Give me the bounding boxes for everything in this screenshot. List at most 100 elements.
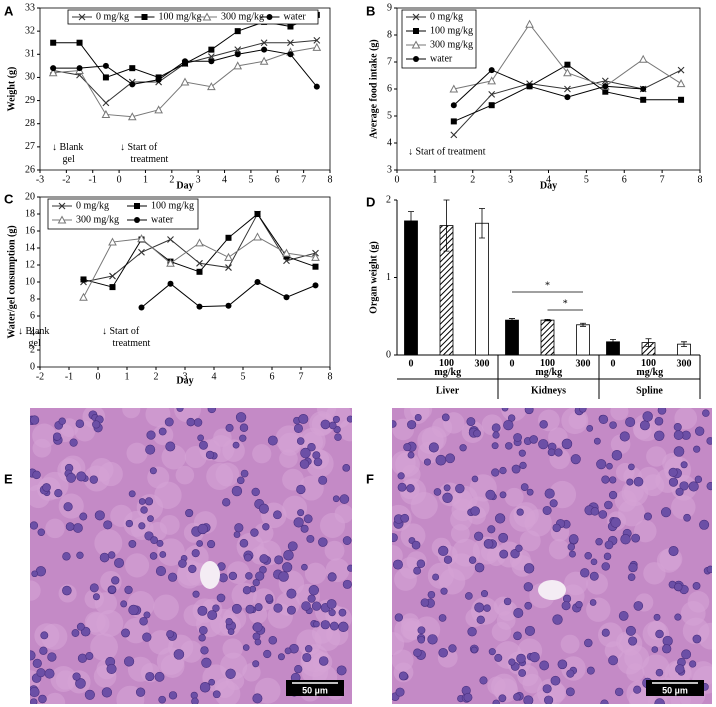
- nucleus: [75, 419, 85, 428]
- nucleus: [593, 437, 601, 445]
- nucleus: [346, 415, 352, 423]
- nucleus: [147, 515, 154, 523]
- marker: [254, 211, 261, 217]
- nucleus: [39, 646, 48, 655]
- legend-box: [47, 198, 199, 230]
- nucleus: [395, 687, 405, 697]
- nucleus: [513, 607, 524, 618]
- x-tick-label: 6: [275, 174, 280, 185]
- nucleus: [523, 563, 535, 574]
- nucleus: [473, 429, 481, 438]
- nucleus: [443, 484, 451, 492]
- cell: [98, 461, 123, 487]
- nucleus: [474, 602, 485, 613]
- marker: [312, 282, 319, 289]
- nucleus: [233, 531, 241, 538]
- marker: [313, 83, 320, 90]
- nucleus: [586, 666, 595, 675]
- nucleus: [499, 549, 509, 559]
- x-tick-label: -1: [65, 371, 73, 382]
- marker: [233, 61, 243, 70]
- nucleus: [679, 481, 689, 491]
- nucleus: [62, 585, 72, 596]
- x-tick-label: 1: [432, 174, 437, 185]
- bar: [540, 319, 555, 356]
- marker: [488, 91, 496, 98]
- marker: [253, 232, 262, 241]
- nucleus: [300, 524, 309, 533]
- nucleus: [508, 658, 516, 666]
- marker: [254, 279, 261, 285]
- nucleus: [103, 520, 113, 530]
- nucleus: [84, 689, 95, 700]
- cell: [122, 408, 141, 419]
- cell: [513, 502, 539, 528]
- nucleus: [406, 484, 415, 493]
- cell: [94, 529, 123, 558]
- nucleus: [694, 475, 703, 484]
- x-tick-label: 3: [196, 174, 201, 185]
- y-tick-label: 20: [25, 191, 35, 202]
- cell: [159, 515, 180, 535]
- marker: [50, 39, 57, 46]
- cell: [275, 425, 303, 453]
- marker: [196, 303, 203, 310]
- marker: [601, 77, 609, 85]
- error-bar: [408, 211, 414, 231]
- nucleus: [466, 417, 476, 427]
- marker: [287, 23, 294, 30]
- nucleus: [239, 538, 249, 548]
- nucleus: [114, 557, 125, 568]
- legend-label: water: [430, 53, 453, 64]
- nucleus: [455, 483, 465, 494]
- marker: [266, 14, 273, 20]
- x-tick-label: 0: [510, 358, 515, 369]
- nucleus: [216, 593, 226, 603]
- nucleus: [513, 433, 522, 442]
- y-axis-label: Organ weight (g): [368, 241, 379, 314]
- nucleus: [30, 521, 39, 530]
- x-tick-label: 1: [143, 174, 148, 185]
- cell: [410, 492, 438, 520]
- nucleus: [688, 481, 699, 492]
- nucleus: [298, 413, 309, 424]
- nucleus: [245, 604, 255, 614]
- x-tick-label: 8: [328, 371, 333, 382]
- nucleus: [207, 408, 216, 414]
- cell: [519, 530, 541, 552]
- nucleus: [89, 475, 98, 484]
- nucleus: [552, 523, 561, 533]
- legend-label: 0 mg/kg: [96, 11, 129, 22]
- nucleus: [494, 513, 506, 524]
- group-label: Liver: [436, 385, 460, 396]
- nucleus: [294, 664, 303, 674]
- marker: [129, 81, 136, 88]
- nucleus: [347, 564, 352, 572]
- cell: [547, 683, 567, 703]
- marker: [76, 65, 83, 72]
- x-axis-label: Day: [540, 180, 557, 191]
- x-tick-label: 0: [409, 358, 414, 369]
- marker: [166, 258, 175, 267]
- nucleus: [476, 615, 485, 624]
- nucleus: [440, 587, 448, 595]
- x-tick-label: -2: [62, 174, 70, 185]
- cell: [44, 692, 66, 704]
- annotation: ↓ Start of treatment: [408, 146, 486, 157]
- nucleus: [674, 582, 683, 592]
- nucleus: [483, 539, 494, 549]
- nucleus: [524, 408, 534, 415]
- nucleus: [524, 601, 533, 610]
- error-bar: [610, 339, 616, 345]
- marker: [488, 67, 495, 74]
- nucleus: [673, 430, 684, 440]
- nucleus: [673, 423, 682, 432]
- nucleus: [693, 445, 701, 453]
- nucleus: [307, 442, 316, 452]
- nucleus: [176, 408, 184, 412]
- nucleus: [32, 658, 42, 669]
- nucleus: [485, 489, 496, 500]
- nucleus: [394, 613, 403, 622]
- nucleus: [197, 434, 204, 442]
- nucleus: [568, 534, 579, 544]
